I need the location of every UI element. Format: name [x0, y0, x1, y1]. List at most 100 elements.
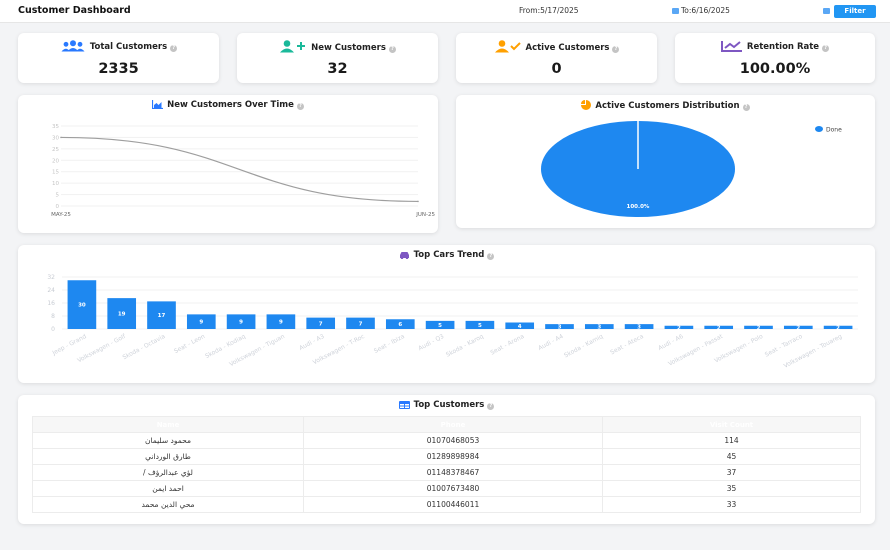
info-icon[interactable]: ? — [487, 403, 495, 410]
bar[interactable] — [147, 301, 176, 329]
bar[interactable] — [465, 320, 495, 329]
column-header-phone[interactable]: Phone — [303, 416, 603, 433]
x-tick-label: JUN-25 — [415, 212, 435, 218]
stat-card-header: Active Customers? — [456, 40, 657, 53]
filter-button[interactable]: Filter — [834, 5, 876, 18]
cell-phone: 01007673480 — [303, 480, 603, 497]
table-title: Top Customers? — [18, 400, 875, 410]
data-point[interactable] — [417, 200, 419, 203]
cell-name: محمود سليمان — [32, 432, 304, 449]
y-tick-label: 32 — [47, 274, 55, 281]
stat-card-active-customers: Active Customers? 0 — [456, 33, 657, 83]
bar[interactable] — [425, 320, 455, 329]
bar[interactable] — [545, 324, 574, 329]
date-to-picker[interactable]: To:6/16/2025 — [672, 6, 730, 15]
pie-chart: 100.0% Done — [541, 121, 842, 217]
bar-value-label: 19 — [118, 312, 126, 318]
bar[interactable] — [226, 314, 256, 329]
stat-value: 32 — [327, 61, 348, 77]
calendar-icon — [823, 8, 830, 14]
info-icon[interactable]: ? — [388, 46, 396, 53]
stat-card-header: Total Customers? — [18, 40, 219, 52]
y-tick-label: 0 — [56, 204, 60, 210]
cell-name: احمد ايمن — [32, 480, 304, 497]
cell-visit-count: 37 — [602, 464, 861, 481]
cell-visit-count: 114 — [602, 432, 861, 449]
info-icon[interactable]: ? — [742, 104, 750, 111]
top-customers-table: Name Phone Visit Count محمود سليمان 01070… — [32, 416, 861, 513]
cell-visit-count: 45 — [602, 448, 861, 465]
bar[interactable] — [346, 317, 375, 329]
bar[interactable] — [107, 298, 137, 329]
stat-card-header: New Customers? — [237, 40, 438, 53]
new-customers-chart-card: New Customers Over Time? 0 5 10 15 20 25 30 35 M… — [18, 95, 438, 233]
date-to-label: To:6/16/2025 — [681, 6, 730, 15]
table-row[interactable]: طارق الورداني 01289898984 45 — [32, 448, 861, 465]
bar-value-label: 3 — [597, 325, 601, 331]
bar[interactable] — [624, 324, 654, 329]
bar[interactable] — [823, 325, 853, 329]
cell-name: محي الدين محمد — [32, 496, 304, 513]
bar[interactable] — [67, 280, 97, 329]
bar-value-label: 2 — [717, 325, 721, 331]
column-header-name[interactable]: Name — [32, 416, 304, 433]
bar[interactable] — [306, 317, 336, 329]
bar[interactable] — [505, 322, 535, 330]
table-row[interactable]: / لؤي عبدالرؤف 01148378467 37 — [32, 464, 861, 481]
bar[interactable] — [266, 314, 296, 329]
table-row[interactable]: احمد ايمن 01007673480 35 — [32, 480, 861, 497]
bar-value-label: 30 — [78, 303, 86, 309]
legend-label[interactable]: Done — [826, 127, 842, 134]
stat-card-header: Retention Rate? — [675, 40, 875, 52]
cell-name: طارق الورداني — [32, 448, 304, 465]
column-header-visit-count[interactable]: Visit Count — [602, 416, 861, 433]
cell-phone: 01100446011 — [303, 496, 603, 513]
stat-value: 100.00% — [739, 61, 811, 77]
area-chart-icon — [152, 100, 164, 109]
user-check-icon — [494, 40, 521, 53]
cell-phone: 01289898984 — [303, 448, 603, 465]
y-tick-label: 0 — [51, 326, 55, 333]
info-icon[interactable]: ? — [612, 46, 620, 53]
bar[interactable] — [186, 314, 216, 329]
legend-swatch — [815, 126, 823, 132]
bar[interactable] — [584, 324, 614, 329]
table-row[interactable]: محي الدين محمد 01100446011 33 — [32, 496, 861, 513]
data-point[interactable] — [60, 136, 62, 139]
bar[interactable] — [704, 325, 734, 329]
info-icon[interactable]: ? — [487, 253, 495, 260]
table-title-text: Top Customers — [413, 400, 485, 410]
cell-name: / لؤي عبدالرؤف — [32, 464, 304, 481]
y-tick-label: 8 — [51, 313, 55, 320]
stat-label: Total Customers — [89, 42, 168, 52]
x-tick-label: MAY-25 — [51, 212, 71, 218]
bar-value-label: 4 — [518, 324, 522, 330]
active-distribution-chart-card: Active Customers Distribution? 100.0% Do… — [456, 95, 875, 228]
car-icon — [399, 252, 409, 259]
bar[interactable] — [664, 325, 694, 329]
stat-label: Retention Rate — [746, 42, 820, 52]
user-plus-icon — [280, 40, 306, 53]
table-icon — [398, 401, 410, 409]
bar-value-label: 6 — [398, 322, 402, 328]
cell-visit-count: 33 — [602, 496, 861, 513]
pie-slice-label: 100.0% — [627, 204, 650, 210]
cell-visit-count: 35 — [602, 480, 861, 497]
users-icon — [61, 40, 85, 52]
bar[interactable] — [744, 325, 773, 329]
bar[interactable] — [385, 319, 415, 329]
y-tick-label: 24 — [47, 287, 55, 294]
bar-value-label: 7 — [359, 321, 363, 327]
bar[interactable] — [783, 325, 813, 329]
chart-title: New Customers Over Time? — [18, 100, 438, 110]
y-tick-label: 15 — [52, 170, 59, 176]
cell-phone: 01148378467 — [303, 464, 603, 481]
info-icon[interactable]: ? — [296, 103, 304, 110]
table-row[interactable]: محمود سليمان 01070468053 114 — [32, 432, 861, 449]
top-cars-chart-card: Top Cars Trend? 0 8 16 24 32 30 19 17 9 9 9 7 7 6 5 5 4 3… — [18, 245, 875, 383]
top-bar: Customer Dashboard From:5/17/2025 To:6/1… — [0, 0, 890, 23]
info-icon[interactable]: ? — [170, 45, 178, 52]
info-icon[interactable]: ? — [822, 45, 830, 52]
date-from-picker[interactable]: From:5/17/2025 — [519, 6, 579, 15]
bar-value-label: 9 — [199, 320, 203, 326]
